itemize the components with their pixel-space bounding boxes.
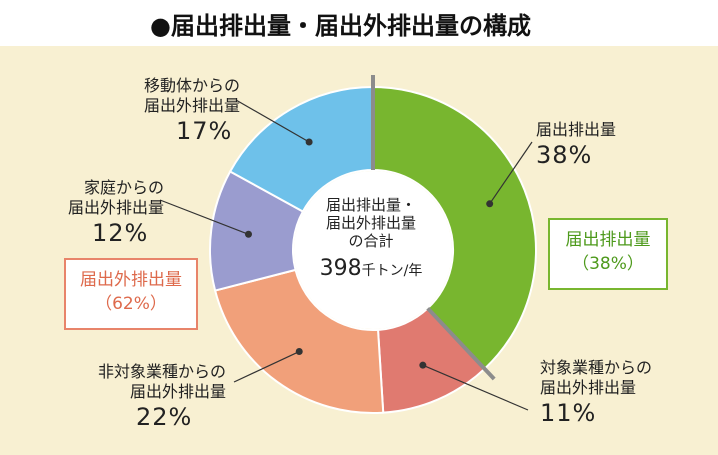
label-target-industry: 対象業種からの 届出外排出量 11%	[540, 358, 652, 428]
center-line-2: 届出外排出量	[325, 214, 416, 232]
unreported-total-box: 届出外排出量 （62%）	[64, 258, 198, 330]
unreported-total-pct: （62%）	[95, 294, 167, 314]
label-household-pct: 12%	[92, 219, 149, 247]
label-non-target-industry-pct: 22%	[136, 403, 193, 431]
leader-line-target-industry	[422, 364, 529, 411]
leader-line-non-target-industry	[233, 350, 300, 383]
label-target-industry-pct: 11%	[540, 399, 597, 427]
label-target-industry-line2: 届出外排出量	[540, 378, 637, 397]
label-household-line2: 届出外排出量	[67, 198, 164, 217]
center-line-1: 届出排出量・	[325, 196, 416, 214]
leader-line-household	[159, 199, 249, 235]
center-line-3: の合計	[348, 232, 394, 250]
label-reported-pct: 38%	[536, 141, 593, 169]
leader-dot-non-target-industry	[295, 348, 303, 356]
slice-mobile	[228, 85, 374, 213]
center-total: 398千トン/年	[296, 254, 446, 286]
leader-dot-target-industry	[419, 361, 427, 369]
leader-line-mobile	[235, 99, 310, 143]
reported-total-box: 届出排出量 （38%）	[548, 218, 668, 290]
leader-dot-reported	[486, 200, 494, 208]
donut-center-hole	[294, 171, 452, 329]
reported-total-label: 届出排出量	[565, 230, 651, 250]
chart-title: ●届出排出量・届出外排出量の構成	[150, 12, 531, 40]
label-mobile-line1: 移動体からの	[143, 76, 240, 95]
label-household-line1: 家庭からの	[83, 178, 164, 197]
label-mobile-pct: 17%	[176, 117, 233, 145]
label-mobile-line2: 届出外排出量	[143, 96, 240, 115]
label-household: 家庭からの 届出外排出量 12%	[32, 178, 164, 248]
unreported-total-label: 届出外排出量	[80, 270, 182, 290]
label-target-industry-line1: 対象業種からの	[540, 358, 653, 377]
label-reported: 届出排出量 38%	[536, 120, 616, 170]
label-non-target-industry: 非対象業種からの 届出外排出量 22%	[80, 362, 226, 432]
label-non-target-industry-line2: 届出外排出量	[129, 382, 226, 401]
label-mobile: 移動体からの 届出外排出量 17%	[104, 76, 240, 146]
divider-bottom	[426, 306, 496, 381]
leader-dot-mobile	[305, 138, 313, 146]
label-reported-line1: 届出排出量	[536, 120, 617, 139]
label-non-target-industry-line1: 非対象業種からの	[97, 362, 226, 381]
slice-reported	[372, 85, 537, 371]
total-value: 398	[319, 256, 362, 281]
leader-line-reported	[489, 141, 533, 205]
total-unit: 千トン/年	[361, 263, 423, 279]
reported-total-pct: （38%）	[572, 254, 644, 274]
center-label: 届出排出量・ 届出外排出量 の合計 398千トン/年	[296, 196, 446, 286]
leader-dot-household	[244, 230, 252, 238]
title-bar: ●届出排出量・届出外排出量の構成	[0, 0, 718, 46]
slice-non-target-industry	[213, 268, 385, 414]
